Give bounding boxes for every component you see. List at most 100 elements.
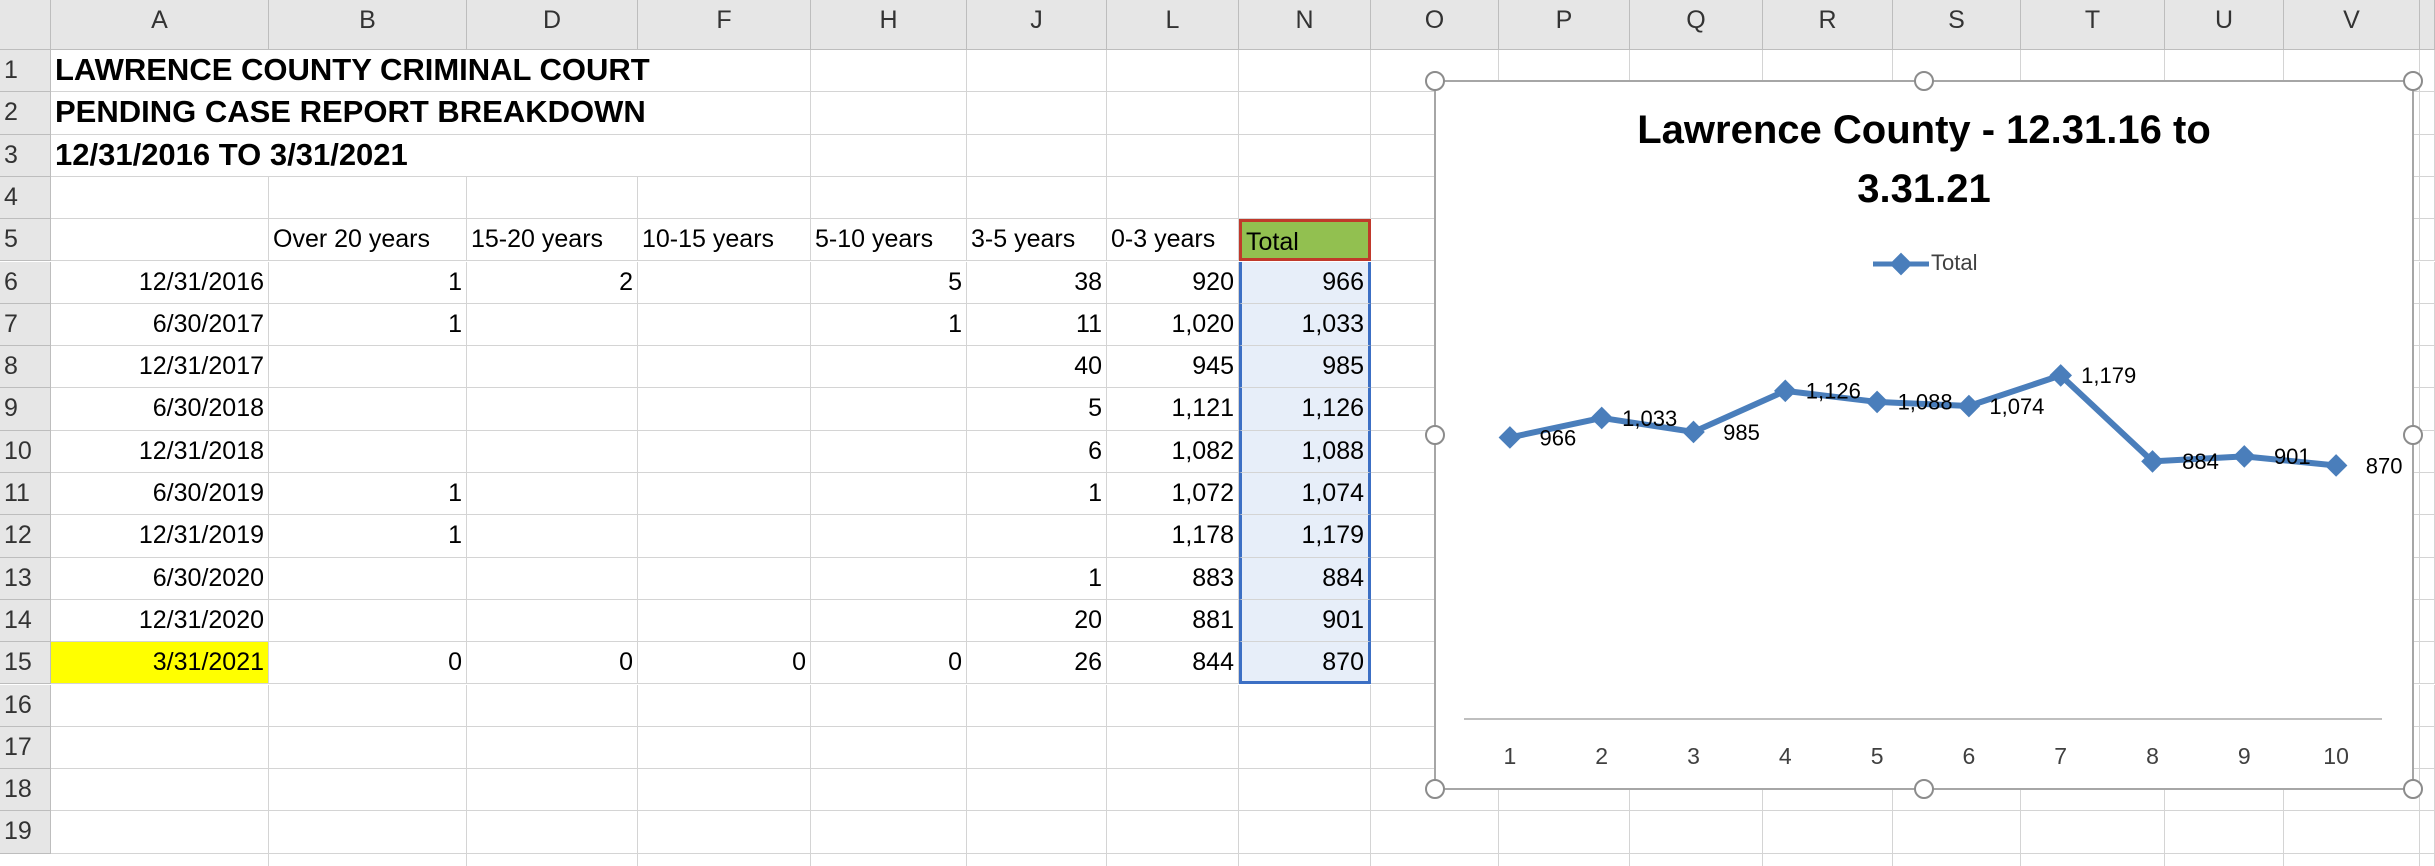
cell[interactable]	[51, 853, 269, 866]
cell[interactable]	[269, 811, 467, 854]
cell[interactable]	[2165, 219, 2284, 262]
cell[interactable]	[967, 684, 1107, 727]
value-cell[interactable]	[467, 388, 638, 431]
cell[interactable]	[1371, 430, 1499, 473]
column-header[interactable]: L	[1107, 0, 1239, 50]
date-cell[interactable]: 12/31/2018	[51, 430, 269, 473]
cell[interactable]	[1499, 92, 1630, 135]
title-cell[interactable]: 12/31/2016 TO 3/31/2021	[51, 134, 811, 177]
value-cell[interactable]	[269, 388, 467, 431]
cell[interactable]	[51, 176, 269, 220]
cell[interactable]	[2420, 557, 2435, 600]
value-cell[interactable]: 870	[1239, 642, 1371, 685]
value-cell[interactable]: 0	[638, 642, 811, 685]
cell[interactable]	[1763, 473, 1893, 516]
cell[interactable]	[269, 853, 467, 866]
cell[interactable]	[2165, 346, 2284, 389]
column-header[interactable]: O	[1371, 0, 1499, 50]
cell[interactable]	[2021, 684, 2165, 727]
cell[interactable]	[1239, 50, 1371, 93]
value-cell[interactable]	[467, 346, 638, 389]
cell[interactable]	[2021, 557, 2165, 600]
cell[interactable]	[811, 726, 967, 770]
cell[interactable]	[2284, 346, 2420, 389]
column-header[interactable]: J	[967, 0, 1107, 50]
cell[interactable]	[1239, 811, 1371, 854]
row-header[interactable]: 3	[0, 134, 51, 177]
cell[interactable]	[2420, 726, 2435, 770]
cell[interactable]	[1499, 50, 1630, 93]
value-cell[interactable]	[811, 346, 967, 389]
value-cell[interactable]	[269, 430, 467, 473]
column-header[interactable]: D	[467, 0, 638, 50]
cell[interactable]	[1893, 811, 2021, 854]
cell[interactable]	[2021, 853, 2165, 866]
cell[interactable]	[638, 726, 811, 770]
cell[interactable]	[2420, 50, 2435, 93]
row-header[interactable]: 9	[0, 388, 51, 431]
cell[interactable]	[2165, 684, 2284, 727]
cell[interactable]	[1763, 430, 1893, 473]
row-header[interactable]: 5	[0, 219, 51, 262]
value-cell[interactable]: 0	[811, 642, 967, 685]
cell[interactable]	[1763, 811, 1893, 854]
cell[interactable]	[2021, 50, 2165, 93]
row-header[interactable]: 7	[0, 303, 51, 347]
cell[interactable]	[811, 50, 967, 93]
cell[interactable]	[51, 811, 269, 854]
cell[interactable]	[638, 769, 811, 812]
cell[interactable]	[1499, 811, 1630, 854]
header-cell[interactable]: 10-15 years	[638, 219, 811, 262]
header-cell[interactable]: Total	[1239, 219, 1371, 262]
cell[interactable]	[2284, 50, 2420, 93]
cell[interactable]	[1107, 176, 1239, 220]
cell[interactable]	[1763, 219, 1893, 262]
value-cell[interactable]	[638, 346, 811, 389]
value-cell[interactable]: 1	[967, 557, 1107, 600]
value-cell[interactable]: 1,072	[1107, 473, 1239, 516]
cell[interactable]	[2284, 219, 2420, 262]
cell[interactable]	[1499, 303, 1630, 347]
date-cell[interactable]: 3/31/2021	[51, 642, 269, 685]
cell[interactable]	[2165, 388, 2284, 431]
cell[interactable]	[1107, 811, 1239, 854]
cell[interactable]	[1763, 346, 1893, 389]
value-cell[interactable]	[638, 430, 811, 473]
cell[interactable]	[269, 769, 467, 812]
cell[interactable]	[2420, 769, 2435, 812]
cell[interactable]	[2021, 642, 2165, 685]
cell[interactable]	[1893, 176, 2021, 220]
value-cell[interactable]: 20	[967, 599, 1107, 643]
cell[interactable]	[1499, 769, 1630, 812]
cell[interactable]	[811, 684, 967, 727]
column-header[interactable]: T	[2021, 0, 2165, 50]
row-header[interactable]: 16	[0, 684, 51, 727]
date-cell[interactable]: 6/30/2019	[51, 473, 269, 516]
cell[interactable]	[811, 769, 967, 812]
date-cell[interactable]: 12/31/2017	[51, 346, 269, 389]
cell[interactable]	[1630, 176, 1763, 220]
row-header[interactable]: 6	[0, 261, 51, 304]
cell[interactable]	[1499, 557, 1630, 600]
value-cell[interactable]: 2	[467, 261, 638, 304]
cell[interactable]	[2284, 176, 2420, 220]
cell[interactable]	[1499, 853, 1630, 866]
cell[interactable]	[2165, 261, 2284, 304]
cell[interactable]	[2284, 642, 2420, 685]
cell[interactable]	[2420, 430, 2435, 473]
cell[interactable]	[1371, 684, 1499, 727]
value-cell[interactable]: 1,033	[1239, 303, 1371, 347]
cell[interactable]	[1893, 388, 2021, 431]
cell[interactable]	[2165, 599, 2284, 643]
cell[interactable]	[2420, 515, 2435, 558]
value-cell[interactable]: 1,178	[1107, 515, 1239, 558]
cell[interactable]	[1893, 92, 2021, 135]
column-header[interactable]: Q	[1630, 0, 1763, 50]
cell[interactable]	[1763, 853, 1893, 866]
cell[interactable]	[467, 811, 638, 854]
cell[interactable]	[1239, 92, 1371, 135]
cell[interactable]	[2284, 557, 2420, 600]
cell[interactable]	[1630, 346, 1763, 389]
cell[interactable]	[1893, 50, 2021, 93]
cell[interactable]	[811, 811, 967, 854]
